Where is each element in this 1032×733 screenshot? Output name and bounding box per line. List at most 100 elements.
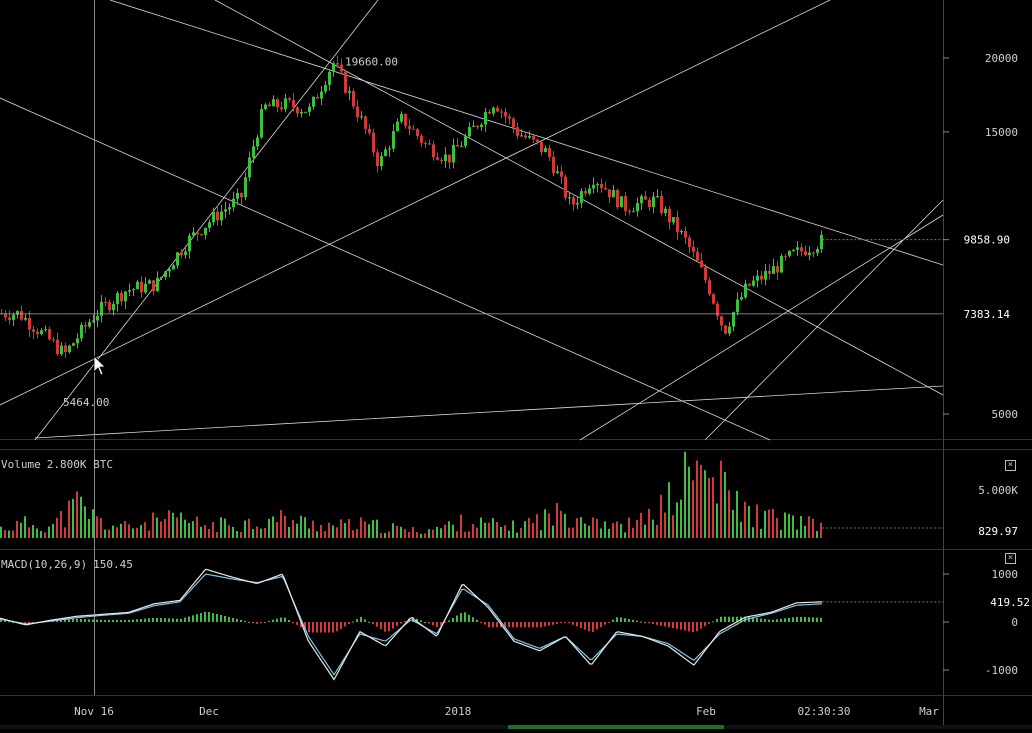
volume-bar [728, 490, 730, 538]
volume-bar [8, 530, 10, 538]
crosshair-price-label: 7383.14 [964, 308, 1011, 321]
volume-bar [544, 509, 546, 538]
volume-bar [260, 528, 262, 538]
candle-body [268, 104, 271, 107]
volume-bar [708, 477, 710, 538]
mouse-cursor-icon [93, 355, 106, 376]
volume-bar [300, 515, 302, 538]
volume-bar [148, 530, 150, 538]
macd-histogram-bar [588, 622, 590, 632]
macd-histogram-bar [0, 619, 2, 622]
candle-body [704, 267, 707, 281]
volume-bar [636, 519, 638, 538]
candle-body [484, 111, 487, 125]
candle-body [776, 266, 779, 273]
volume-bar [492, 518, 494, 538]
candle-body [648, 199, 651, 208]
volume-bar [464, 531, 466, 538]
volume-bar [64, 527, 66, 538]
macd-histogram-bar [372, 622, 374, 625]
volume-bar [820, 522, 822, 538]
macd-histogram-bar [668, 622, 670, 628]
macd-histogram-bar [752, 617, 754, 622]
macd-histogram-bar [132, 619, 134, 622]
axis-labels: 5000 15000 20000 19660.00 5464.00 9858.90 5.00… [63, 52, 1030, 718]
macd-histogram-bar [76, 618, 78, 622]
volume-bar [812, 518, 814, 538]
candle-body [328, 71, 331, 85]
candle-body [56, 339, 59, 355]
candle-body [560, 171, 563, 177]
volume-bar [684, 451, 686, 538]
macd-histogram-bar [684, 622, 686, 631]
macd-histogram-bar [472, 617, 474, 622]
volume-bar [432, 529, 434, 538]
volume-bar [32, 525, 34, 538]
candles[interactable] [0, 55, 823, 359]
candle-body [172, 265, 175, 270]
candle-body [324, 84, 327, 92]
candle-body [272, 99, 275, 107]
volume-pane[interactable] [0, 451, 822, 538]
volume-bar [760, 528, 762, 538]
macd-histogram-bar [240, 619, 242, 622]
volume-bar [392, 523, 394, 538]
volume-bar [660, 494, 662, 538]
macd-histogram-bar [348, 622, 350, 624]
macd-histogram-bar [8, 621, 10, 623]
volume-bar [16, 520, 18, 538]
candle-body [592, 184, 595, 189]
candle-body [124, 291, 127, 302]
volume-bar [88, 518, 90, 538]
candle-body [580, 191, 583, 203]
macd-title-label: MACD(10,26,9) [1, 558, 88, 571]
candle-body [396, 121, 399, 132]
macd-histogram-bar [24, 622, 26, 624]
macd-histogram-bar [512, 622, 514, 628]
candle-body [44, 329, 47, 331]
macd-histogram-bar [100, 619, 102, 622]
close-icon[interactable]: × [1005, 553, 1016, 564]
macd-histogram-bar [64, 619, 66, 622]
candle-body [532, 135, 535, 140]
macd-histogram-bar [196, 614, 198, 622]
volume-bar [504, 525, 506, 538]
volume-bar [304, 517, 306, 538]
macd-histogram-bar [628, 619, 630, 622]
macd-histogram-bar [572, 622, 574, 625]
close-icon[interactable]: × [1005, 460, 1016, 471]
macd-histogram-bar [412, 617, 414, 622]
volume-bar [372, 520, 374, 538]
macd-histogram-bar [280, 617, 282, 622]
candle-body [652, 196, 655, 208]
volume-bar [816, 530, 818, 538]
price-tick-label: 5000 [992, 408, 1019, 421]
trendlines[interactable] [0, 0, 944, 441]
candle-body [16, 310, 19, 315]
macd-histogram-bar [676, 622, 678, 629]
volume-bar [128, 524, 130, 538]
candle-body [708, 280, 711, 295]
macd-histogram-bar [624, 618, 626, 622]
volume-bar [80, 496, 82, 538]
volume-bar [120, 523, 122, 538]
macd-histogram-bar [508, 622, 510, 628]
macd-histogram-bar [156, 617, 158, 622]
candle-body [376, 152, 379, 167]
candle-body [548, 148, 551, 157]
high-price-label: 19660.00 [345, 55, 398, 68]
candle-body [12, 314, 15, 320]
macd-line [0, 568, 822, 681]
macd-histogram-bar [328, 622, 330, 633]
macd-histogram-bar [532, 622, 534, 628]
macd-histogram-bar [584, 622, 586, 630]
candle-body [80, 324, 83, 339]
macd-histogram-bar [4, 620, 6, 622]
macd-histogram-bar [112, 619, 114, 622]
candle-body [148, 280, 151, 284]
time-scrollbar-thumb[interactable] [508, 725, 724, 729]
macd-pane[interactable] [0, 568, 823, 681]
volume-bar [628, 517, 630, 538]
